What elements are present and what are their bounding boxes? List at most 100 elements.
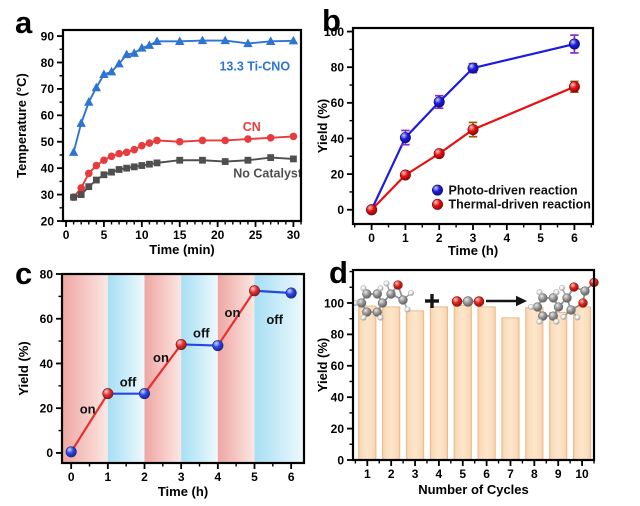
axis-labels: Time (min) Temperature (°C) <box>14 73 215 257</box>
svg-text:40: 40 <box>331 390 345 404</box>
plot-frame <box>60 272 306 465</box>
bar-cycle-8 <box>525 307 544 461</box>
svg-text:Time (h): Time (h) <box>448 243 498 258</box>
svg-text:3: 3 <box>178 470 185 484</box>
svg-text:15: 15 <box>173 228 187 242</box>
svg-text:Temperature (°C): Temperature (°C) <box>14 73 29 178</box>
panel-a: 13.3 Ti-CNO CN No Catalyst 0 5 10 15 20 25 30 20 30… <box>0 0 320 257</box>
svg-text:Thermal-driven reaction: Thermal-driven reaction <box>449 198 591 212</box>
svg-text:1: 1 <box>104 470 111 484</box>
bar-series <box>358 304 592 461</box>
svg-text:60: 60 <box>331 359 345 373</box>
svg-text:Yield (%): Yield (%) <box>315 338 330 392</box>
panel-c-letter: c <box>15 256 33 291</box>
svg-text:20: 20 <box>41 214 55 228</box>
data-series <box>65 285 297 458</box>
bar-cycle-3 <box>405 310 425 461</box>
svg-text:6: 6 <box>288 470 295 484</box>
svg-text:80: 80 <box>40 267 54 281</box>
svg-text:20: 20 <box>40 402 54 416</box>
axis-labels: Time (h) Yield (%) <box>16 341 208 499</box>
svg-text:100: 100 <box>324 25 344 39</box>
svg-text:3: 3 <box>470 231 477 245</box>
svg-text:CN: CN <box>243 120 261 134</box>
svg-text:5: 5 <box>101 228 108 242</box>
svg-text:1: 1 <box>402 231 409 245</box>
reaction-arrow <box>486 295 527 307</box>
styrene-carbonate-molecule <box>527 277 599 325</box>
svg-text:2: 2 <box>436 231 443 245</box>
svg-text:40: 40 <box>40 357 54 371</box>
svg-text:100: 100 <box>324 296 344 310</box>
svg-text:40: 40 <box>331 132 345 146</box>
svg-text:60: 60 <box>41 109 55 123</box>
svg-text:5: 5 <box>251 470 258 484</box>
axes-ticks: 0 5 10 15 20 25 30 20 30 40 50 60 70 80 90 <box>41 29 302 242</box>
svg-text:off: off <box>266 312 283 327</box>
bar-cycle-7 <box>501 317 520 461</box>
svg-text:80: 80 <box>41 56 55 70</box>
reaction-scheme <box>351 277 599 325</box>
panel-d-letter: d <box>329 255 348 290</box>
plot-frame <box>61 28 303 223</box>
svg-text:4: 4 <box>214 470 221 484</box>
svg-text:10: 10 <box>135 228 149 242</box>
svg-text:Time (min): Time (min) <box>149 242 215 257</box>
svg-text:No Catalyst: No Catalyst <box>233 166 303 180</box>
data-series <box>366 34 580 216</box>
svg-text:90: 90 <box>41 29 55 43</box>
panel-b: Photo-driven reaction Thermal-driven reac… <box>315 0 640 258</box>
svg-text:off: off <box>193 325 210 340</box>
svg-text:60: 60 <box>40 312 54 326</box>
light-on-off-bands <box>62 274 304 463</box>
svg-text:Yield (%): Yield (%) <box>315 99 330 153</box>
svg-text:4: 4 <box>436 467 443 481</box>
axis-labels: Time (h) Yield (%) <box>315 99 498 258</box>
bar-cycle-2 <box>382 306 401 461</box>
svg-text:0: 0 <box>337 203 344 217</box>
bar-cycle-4 <box>429 306 448 461</box>
svg-text:on: on <box>80 401 96 416</box>
svg-text:on: on <box>225 305 241 320</box>
svg-text:Photo-driven reaction: Photo-driven reaction <box>449 183 578 197</box>
svg-text:10: 10 <box>575 467 589 481</box>
svg-text:50: 50 <box>41 135 55 149</box>
co2-molecule <box>451 296 485 307</box>
panel-b-letter: b <box>322 3 341 38</box>
svg-text:60: 60 <box>331 96 345 110</box>
svg-text:30: 30 <box>41 188 55 202</box>
on-off-yield-line <box>65 285 297 458</box>
axis-labels: Number of Cycles Yield (%) <box>315 338 529 497</box>
svg-text:on: on <box>153 350 169 365</box>
plus-icon <box>425 294 439 308</box>
svg-text:8: 8 <box>531 467 538 481</box>
series-cn <box>69 132 298 202</box>
svg-text:7: 7 <box>507 467 514 481</box>
svg-text:20: 20 <box>211 228 225 242</box>
annotations: 13.3 Ti-CNO CN No Catalyst <box>219 59 302 180</box>
svg-text:25: 25 <box>249 228 263 242</box>
svg-text:5: 5 <box>459 467 466 481</box>
svg-text:2: 2 <box>388 467 395 481</box>
svg-text:0: 0 <box>68 470 75 484</box>
series-thermal-driven-reaction <box>366 80 580 216</box>
bar-cycle-1 <box>358 305 377 461</box>
svg-text:20: 20 <box>331 167 345 181</box>
svg-text:Time (h): Time (h) <box>158 484 208 499</box>
svg-text:30: 30 <box>287 228 301 242</box>
svg-text:Yield (%): Yield (%) <box>16 341 31 395</box>
panel-a-letter: a <box>15 5 33 40</box>
svg-text:2: 2 <box>141 470 148 484</box>
panel-c: on off on off on off 0 1 2 3 4 5 6 0 20 40 60 80 Time (h) Y… <box>0 253 320 506</box>
svg-text:70: 70 <box>41 82 55 96</box>
svg-text:0: 0 <box>63 228 70 242</box>
svg-text:0: 0 <box>337 453 344 467</box>
svg-text:off: off <box>120 374 137 389</box>
styrene-oxide-molecule <box>351 280 415 321</box>
